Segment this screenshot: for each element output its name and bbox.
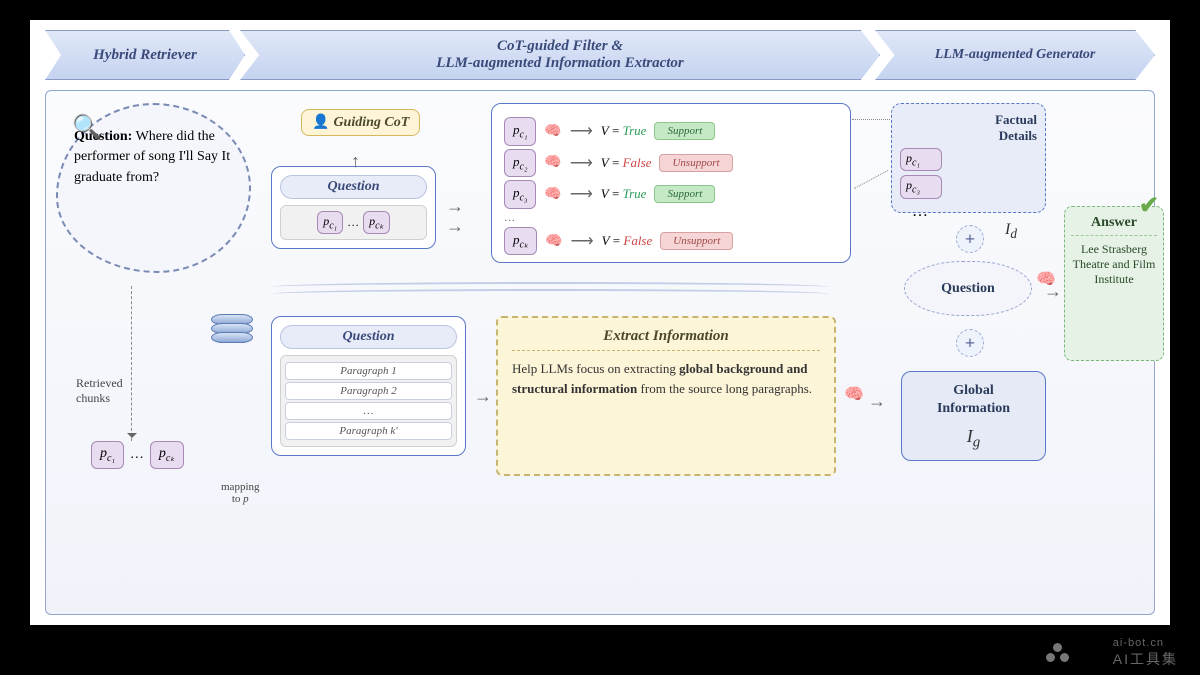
answer-text: Lee Strasberg Theatre and Film Institute <box>1071 242 1157 287</box>
chunk-list-top: pc₁ … pcₖ <box>280 205 427 240</box>
header-row: Hybrid Retriever CoT-guided Filter &LLM-… <box>45 30 1155 80</box>
v-expr: V = False <box>602 233 653 249</box>
paragraph-list: Paragraph 1 Paragraph 2 … Paragraph k' <box>280 355 457 447</box>
watermark-logo-icon <box>1046 643 1070 667</box>
arrow-icon: → <box>1044 281 1062 302</box>
v-expr: V = True <box>601 186 647 202</box>
chunk: pc₃ <box>900 175 942 198</box>
dots: … <box>130 447 144 463</box>
header-hybrid-retriever: Hybrid Retriever <box>45 30 245 80</box>
filter-row: pcₖ 🧠 ⟶ V = False Unsupport <box>504 227 838 256</box>
dotted-connector <box>854 170 888 189</box>
arrow-icon: → <box>446 216 464 237</box>
arrow-icon: ⟶ <box>570 153 593 173</box>
chunk: pcₖ <box>363 211 390 234</box>
factual-title: FactualDetails <box>900 112 1037 144</box>
question-box-bottom: Question Paragraph 1 Paragraph 2 … Parag… <box>271 316 466 456</box>
arrow-icon: ⟶ <box>571 231 594 251</box>
paragraph-item: Paragraph k' <box>285 422 452 440</box>
brain-icon: 🧠 <box>544 123 561 140</box>
support-tag: Support <box>654 122 715 140</box>
chunk: pc₂ <box>504 149 536 178</box>
extract-body: Help LLMs focus on extracting global bac… <box>512 359 820 398</box>
question-box-top: Question pc₁ … pcₖ <box>271 166 436 249</box>
chunk-pc1: pc₁ <box>91 441 124 469</box>
qbox-title-1: Question <box>280 175 427 199</box>
paragraph-item: Paragraph 1 <box>285 362 452 380</box>
global-info-box: GlobalInformation Ig <box>901 371 1046 461</box>
question-cloud: 🔍 Question: Where did the performer of s… <box>56 103 251 273</box>
chunk: pcₖ <box>504 227 537 256</box>
paragraph-dots: … <box>285 402 452 420</box>
paragraph-item: Paragraph 2 <box>285 382 452 400</box>
plus-icon: + <box>956 225 984 253</box>
factual-chunks: pc₁ pc₃ … <box>900 148 1037 221</box>
dots: … <box>504 212 838 224</box>
chunk-pck: pcₖ <box>150 441 184 469</box>
arrow-icon: ⟶ <box>570 184 593 204</box>
arrow-icon: → <box>868 391 886 412</box>
chunk: pc₁ <box>900 148 942 171</box>
global-symbol: Ig <box>912 426 1035 452</box>
brain-icon: 🧠 <box>544 186 561 203</box>
filter-row: pc₁ 🧠 ⟶ V = True Support <box>504 117 838 146</box>
guiding-cot-label: Guiding CoT <box>301 109 420 136</box>
retrieved-chunk-row: pc₁ … pcₖ <box>91 441 184 469</box>
watermark: ai-bot.cn AI工具集 <box>1113 637 1178 669</box>
arrow-icon: → <box>474 386 492 407</box>
wave-separator <box>271 279 829 297</box>
answer-box: ✔ Answer Lee Strasberg Theatre and Film … <box>1064 206 1164 361</box>
v-expr: V = False <box>601 155 652 171</box>
arrow-icon: ⟶ <box>570 121 593 141</box>
filter-row: pc₃ 🧠 ⟶ V = True Support <box>504 180 838 209</box>
retrieve-arrow <box>131 286 133 441</box>
header-cot-filter: CoT-guided Filter &LLM-augmented Informa… <box>240 30 880 80</box>
extract-title: Extract Information <box>512 328 820 351</box>
database-icon <box>211 316 253 352</box>
brain-icon: 🧠 <box>844 384 864 404</box>
filter-box: pc₁ 🧠 ⟶ V = True Support pc₂ 🧠 ⟶ V = Fal… <box>491 103 851 263</box>
factual-details-box: FactualDetails pc₁ pc₃ … Id <box>891 103 1046 213</box>
check-icon: ✔ <box>1139 191 1159 220</box>
arrow-icon: → <box>446 196 464 217</box>
filter-row: pc₂ 🧠 ⟶ V = False Unsupport <box>504 149 838 178</box>
diagram-canvas: Hybrid Retriever CoT-guided Filter &LLM-… <box>30 20 1170 625</box>
retrieved-chunks-label: Retrievedchunks <box>76 376 123 406</box>
qbox-title-2: Question <box>280 325 457 349</box>
chunk: pc₁ <box>504 117 536 146</box>
chunk: pc₃ <box>504 180 536 209</box>
plus-icon: + <box>956 329 984 357</box>
question-cloud-small: Question <box>904 261 1032 316</box>
arrow-icon: ↑ <box>351 151 360 172</box>
header-generator: LLM-augmented Generator <box>875 30 1155 80</box>
unsupport-tag: Unsupport <box>659 154 732 172</box>
unsupport-tag: Unsupport <box>660 232 733 250</box>
extract-info-box: Extract Information Help LLMs focus on e… <box>496 316 836 476</box>
brain-icon: 🧠 <box>545 233 562 250</box>
magnify-icon: 🔍 <box>72 111 102 146</box>
diagram-body: 🔍 Question: Where did the performer of s… <box>45 90 1155 615</box>
chunk: pc₁ <box>317 211 343 234</box>
brain-icon: 🧠 <box>544 154 561 171</box>
support-tag: Support <box>654 185 715 203</box>
mapping-label: mappingto p <box>221 481 260 505</box>
dotted-connector <box>852 119 890 120</box>
v-expr: V = True <box>601 123 647 139</box>
global-title: GlobalInformation <box>912 382 1035 418</box>
